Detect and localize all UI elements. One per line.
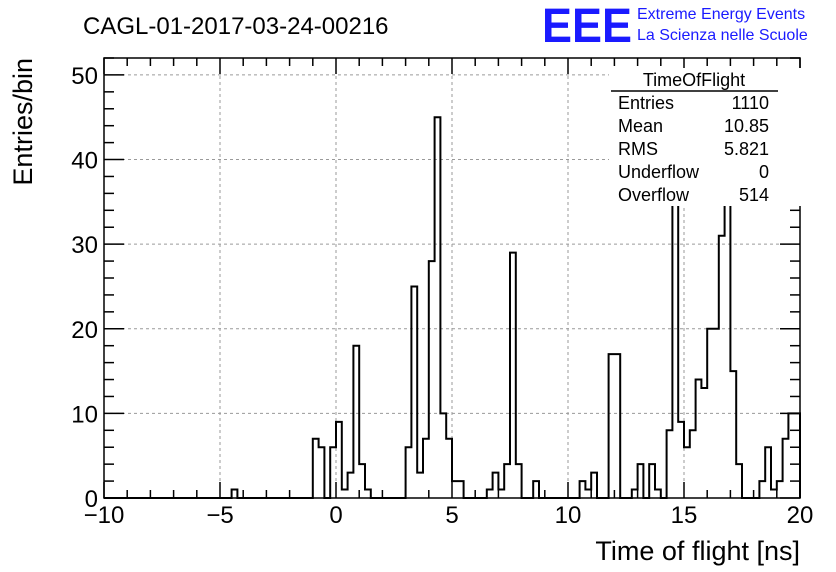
x-tick-label: 10 [555,502,582,529]
y-tick-label: 50 [71,63,98,90]
y-tick-label: 40 [71,148,98,175]
stats-row-value: 5.821 [724,139,769,159]
y-tick-label: 20 [71,317,98,344]
stats-box: TimeOfFlight Entries 1110 Mean 10.85 RMS 5.82… [609,68,804,206]
logo-line-1: Extreme Energy Events [637,6,805,23]
x-tick-label: −10 [84,502,125,529]
chart-title: CAGL-01-2017-03-24-00216 [83,13,389,40]
x-tick-label: 0 [329,502,342,529]
y-axis-label: Entries/bin [8,58,38,186]
x-tick-label: 20 [787,502,814,529]
stats-rows: Entries 1110 Mean 10.85 RMS 5.821 Underflow 0 Ov… [618,93,769,205]
stats-row-label: Underflow [618,162,700,182]
stats-row-value: 10.85 [724,116,769,136]
stats-row-value: 0 [759,162,769,182]
stats-row-label: Overflow [618,185,690,205]
stats-row-label: Entries [618,93,674,113]
eee-logo: EEE Extreme Energy Events La Scienza nel… [542,0,808,53]
tick-labels: −10 −5 0 5 10 15 20 0 10 20 30 40 50 [71,63,813,529]
logo-mark: EEE [542,0,632,53]
stats-row-label: RMS [618,139,658,159]
stats-row-value: 514 [739,185,769,205]
y-tick-label: 30 [71,232,98,259]
x-axis-label: Time of flight [ns] [595,536,800,566]
x-tick-label: −5 [206,502,233,529]
x-tick-label: 15 [671,502,698,529]
stats-row-value: 1110 [732,93,769,113]
y-tick-label: 0 [85,486,98,513]
x-tick-label: 5 [445,502,458,529]
y-tick-label: 10 [71,401,98,428]
stats-row-label: Mean [618,116,663,136]
logo-line-2: La Scienza nelle Scuole [637,27,808,44]
stats-title: TimeOfFlight [643,70,745,90]
